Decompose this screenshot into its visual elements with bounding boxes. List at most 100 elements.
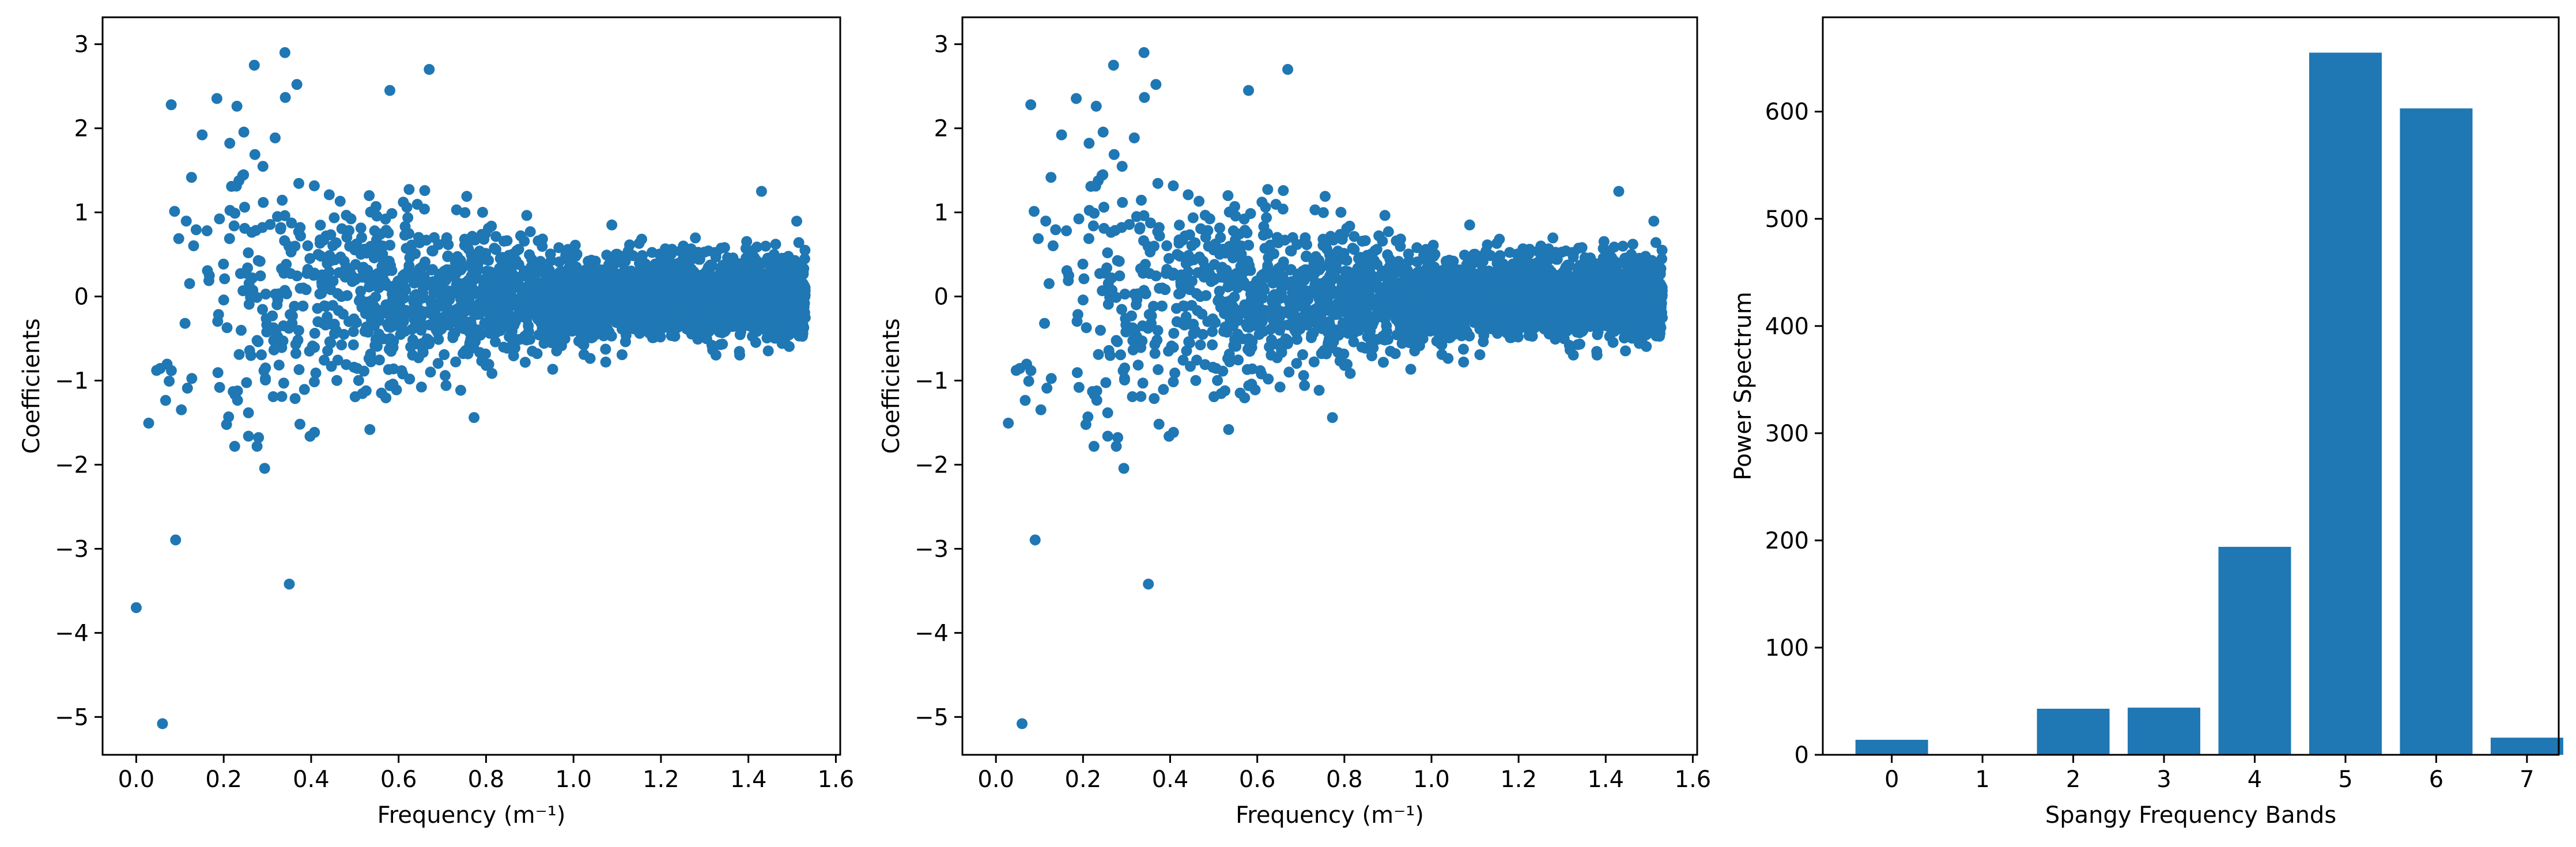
scatter-point <box>1150 79 1162 90</box>
scatter-point <box>1136 335 1148 347</box>
scatter-point <box>284 578 295 590</box>
scatter-point <box>394 288 405 299</box>
scatter-point <box>1178 275 1189 286</box>
scatter-point <box>468 284 479 296</box>
scatter-point <box>278 320 289 331</box>
x-tick-label: 1.4 <box>730 766 767 793</box>
scatter-point <box>606 219 618 230</box>
scatter-point <box>1116 161 1128 172</box>
scatter-point <box>1353 265 1365 277</box>
y-tick-label: −4 <box>55 620 89 646</box>
scatter-point <box>1138 235 1150 247</box>
scatter-point <box>143 417 154 429</box>
x-tick-label: 0.0 <box>118 766 155 793</box>
scatter-point <box>541 316 553 327</box>
scatter-point <box>404 252 416 263</box>
scatter-point <box>301 268 313 279</box>
scatter-point <box>1145 246 1156 258</box>
scatter-point <box>1379 210 1391 221</box>
scatter-point <box>1263 252 1274 263</box>
scatter-point <box>628 310 640 322</box>
scatter-point <box>581 265 592 277</box>
scatter-point <box>447 329 459 341</box>
scatter-point <box>1137 320 1149 331</box>
scatter-point <box>574 313 586 325</box>
scatter-point <box>399 229 410 241</box>
scatter-point <box>629 299 641 311</box>
scatter-point <box>460 345 471 356</box>
scatter-point <box>1035 404 1047 415</box>
scatter-point <box>231 100 243 112</box>
scatter-point <box>1277 203 1289 215</box>
scatter-point <box>160 395 171 406</box>
scatter-point <box>463 294 474 306</box>
scatter-point <box>1227 301 1239 312</box>
scatter-point <box>1190 375 1202 386</box>
scatter-point <box>524 226 536 237</box>
scatter-point <box>1045 373 1057 384</box>
scatter-point <box>304 253 316 264</box>
scatter-point <box>214 381 225 393</box>
scatter-point <box>245 350 256 361</box>
scatter-point <box>186 172 197 183</box>
scatter-point <box>1207 361 1219 373</box>
scatter-point <box>1078 273 1090 285</box>
scatter-point <box>519 357 531 368</box>
scatter-point <box>1648 215 1660 227</box>
scatter-point <box>1486 310 1498 322</box>
scatter-point <box>314 237 326 249</box>
scatter-point <box>1458 356 1470 368</box>
scatter-point <box>278 377 289 389</box>
scatter-point <box>369 225 380 237</box>
scatter-point <box>1115 349 1126 361</box>
scatter-point <box>1405 364 1417 375</box>
scatter-point <box>1073 381 1085 393</box>
scatter-point <box>1283 366 1295 378</box>
scatter-point <box>799 244 811 256</box>
scatter-point <box>741 236 753 247</box>
scatter-point <box>348 339 359 350</box>
scatter-point <box>1442 353 1454 364</box>
x-tick-label: 0.4 <box>293 766 330 793</box>
scatter-point <box>387 317 399 328</box>
scatter-point <box>186 373 198 384</box>
scatter-point <box>1321 274 1332 286</box>
scatter-point <box>402 212 414 224</box>
scatter-point <box>1113 256 1125 267</box>
scatter-point <box>717 266 729 278</box>
scatter-point <box>411 293 422 304</box>
scatter-point <box>417 277 428 289</box>
scatter-point <box>600 356 611 368</box>
scatter-point <box>1187 212 1199 224</box>
scatter-point <box>764 252 775 264</box>
scatter-point <box>710 349 722 361</box>
scatter-point <box>324 249 335 261</box>
scatter-point <box>324 336 335 347</box>
scatter-point <box>749 252 760 263</box>
scatter-point <box>237 169 248 181</box>
scatter-point <box>552 294 563 305</box>
scatter-point <box>249 149 260 160</box>
scatter-point <box>553 242 565 254</box>
scatter-point <box>233 349 245 360</box>
scatter-point <box>1257 229 1269 241</box>
scatter-point <box>331 375 343 386</box>
scatter-point <box>1073 213 1085 225</box>
scatter-point <box>271 299 283 311</box>
scatter-point <box>271 211 283 222</box>
scatter-point <box>277 335 289 347</box>
scatter-point <box>1246 317 1257 328</box>
scatter-point <box>1153 364 1164 376</box>
scatter-point <box>1300 301 1311 312</box>
scatter-point <box>459 207 471 218</box>
scatter-point <box>289 393 301 404</box>
scatter-point <box>293 364 305 376</box>
scatter-point <box>441 301 453 312</box>
scatter-point <box>360 385 372 396</box>
scatter-point <box>165 99 177 111</box>
scatter-point <box>1461 259 1472 270</box>
scatter-point <box>1183 189 1194 201</box>
scatter-point <box>273 288 285 300</box>
scatter-point <box>439 349 450 361</box>
